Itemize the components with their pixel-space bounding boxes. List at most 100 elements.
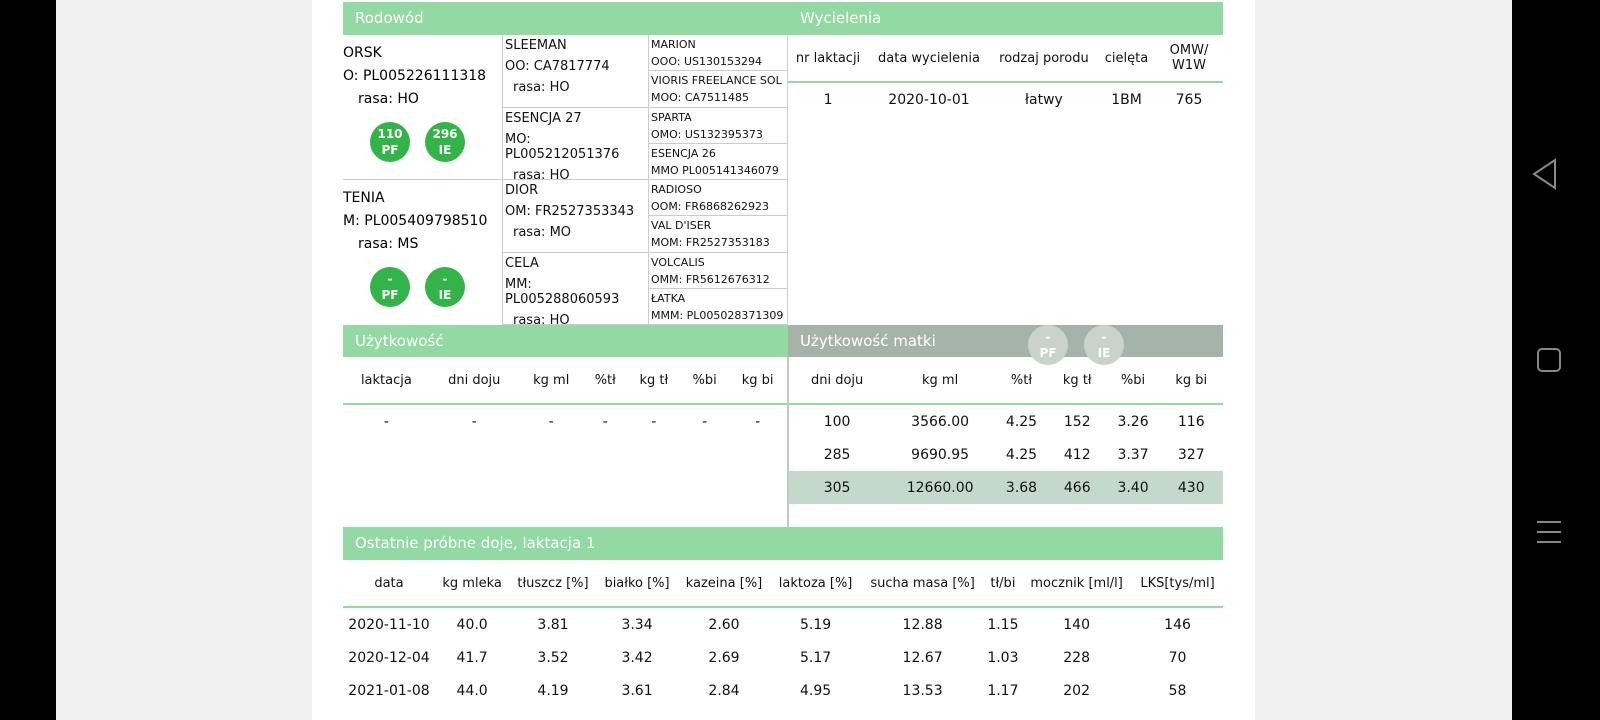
animal-id: MO: PL005212051376: [505, 131, 620, 162]
animal-id: OM: FR2527353343: [505, 204, 635, 219]
great-grandparent: MARION OOO: US130153294: [648, 35, 788, 72]
table-cell: -: [602, 413, 608, 430]
table-cell: 3.26: [1117, 413, 1149, 430]
table-cell: 3.42: [621, 649, 653, 666]
animal-id: OOM: FR6868262923: [651, 200, 769, 213]
great-grandparent: SPARTA OMO: US132395373: [648, 107, 788, 144]
column-header: tłuszcz [%]: [509, 560, 597, 608]
table-cell: 2.60: [708, 616, 740, 633]
badge-label: PF: [381, 288, 399, 302]
column-header: %bi: [680, 357, 729, 405]
animal-name: VIORIS FREELANCE SOL: [651, 74, 782, 88]
table-cell: 1.03: [987, 649, 1019, 666]
table-cell: 1BM: [1111, 91, 1142, 108]
animal-id: MMO PL005141346079: [651, 163, 779, 177]
table-cell: 9690.95: [911, 446, 970, 463]
spacer: [343, 707, 435, 713]
table-cell: łatwy: [1025, 91, 1063, 108]
table-cell: 1.17: [987, 682, 1019, 699]
animal-id: MOM: FR2527353183: [651, 236, 770, 250]
table-cell: 4.25: [1005, 446, 1038, 463]
column-header: laktoza [%]: [770, 560, 861, 608]
table-cell: 58: [1168, 682, 1187, 699]
animal-name: RADIOSO: [651, 183, 702, 196]
nav-bar: [1512, 0, 1600, 720]
animal-id: M: PL005409798510: [343, 213, 488, 229]
table-cell: 305: [789, 471, 886, 504]
great-grandparent: ŁATKA MMM: PL005028371309: [648, 288, 788, 325]
animal-breed: rasa: HO: [513, 312, 570, 328]
animal-id: OO: CA7817774: [505, 59, 610, 74]
animal-name: CELA: [505, 255, 539, 271]
badge-value: -: [1045, 330, 1051, 344]
table-row: 1 2020-10-01 łatwy 1BM 765: [788, 82, 1223, 116]
animal-id: OMO: US132395373: [651, 127, 763, 141]
table-cell: 285: [823, 446, 851, 463]
home-button[interactable]: [1537, 348, 1561, 372]
column-header: kg bi: [1159, 357, 1223, 405]
animal-name: VAL D'ISER: [651, 219, 712, 233]
table-cell: 12660.00: [885, 471, 996, 504]
header-row: data kg mleka tłuszcz [%] białko [%] kazeina…: [343, 560, 1223, 608]
column-header: %tł: [995, 357, 1048, 405]
table-cell: 3.61: [621, 682, 653, 699]
table-cell: 12.67: [902, 649, 943, 666]
column-header: laktacja: [343, 357, 430, 405]
table-cell: 3.52: [537, 649, 569, 666]
table-cell: -: [755, 413, 761, 430]
animal-name: ESENCJA 26: [651, 146, 716, 160]
divider: [787, 357, 789, 527]
badge-label: PF: [381, 143, 399, 157]
badge-label: IE: [1097, 346, 1111, 360]
column-header: rodzaj porodu: [989, 35, 1098, 83]
column-header: OMW/ W1W: [1155, 35, 1223, 83]
back-button[interactable]: [1532, 158, 1556, 190]
parent: TENIA M: PL005409798510 rasa: MS - PF - IE: [343, 180, 502, 325]
table-cell: -: [383, 413, 389, 430]
column-header: data: [343, 560, 435, 608]
column-header: kg ml: [885, 357, 996, 405]
table-cell: 2021-01-08: [348, 682, 430, 699]
spacer-row: [343, 438, 787, 444]
table-cell: 5.19: [800, 616, 832, 633]
table-cell: 4.95: [800, 682, 832, 699]
badge-label: IE: [438, 143, 452, 157]
parent: ORSK O: PL005226111318 rasa: HO 110 PF 296 IE: [343, 35, 502, 180]
calvings-table: nr laktacji data wycielenia rodzaj porodu c…: [788, 35, 1223, 122]
table-cell: 228: [1063, 649, 1090, 666]
column-header: kg mleka: [434, 560, 510, 608]
animal-breed: rasa: HO: [358, 91, 419, 107]
animal-id: OOO: US130153294: [651, 55, 763, 68]
animal-breed: rasa: MS: [358, 236, 419, 252]
column-header: tł/bi: [984, 560, 1022, 608]
column-header: data wycielenia: [868, 35, 990, 83]
column-header: LKS[tys/ml]: [1132, 560, 1223, 608]
dam-performance-table: dni doju kg ml %tł kg tł %bi kg bi 100 3566.00 4…: [789, 357, 1223, 510]
table-row: 305 12660.00 3.68 466 3.40 430: [789, 471, 1223, 504]
column-header: %tł: [583, 357, 627, 405]
great-grandparent: ESENCJA 26 MMO PL005141346079: [648, 143, 788, 180]
table-cell: 2.84: [708, 682, 740, 699]
menu-button[interactable]: [1537, 521, 1561, 543]
column-header: sucha masa [%]: [860, 560, 985, 608]
animal-id: MOO: CA7511485: [651, 91, 750, 105]
great-grandparent: VIORIS FREELANCE SOL MOO: CA7511485: [648, 71, 788, 108]
animal-name: ORSK: [343, 45, 382, 61]
table-cell: 12.88: [902, 616, 943, 633]
table-cell: -: [471, 413, 477, 430]
spacer: [789, 504, 885, 510]
animal-name: TENIA: [343, 190, 385, 206]
animal-id: O: PL005226111318: [343, 68, 487, 84]
table-cell: 13.53: [902, 682, 943, 699]
section-header: Użytkowość matki - PF - IE: [788, 325, 1223, 365]
header-row: laktacja dni doju kg ml %tł kg tł %bi kg bi: [343, 357, 787, 405]
animal-breed: rasa: HO: [513, 167, 570, 183]
table-row: 285 9690.95 4.25 412 3.37 327: [789, 438, 1223, 471]
grandparent: ESENCJA 27 MO: PL005212051376 rasa: HO: [502, 107, 648, 183]
performance-table: laktacja dni doju kg ml %tł kg tł %bi kg bi - - -…: [343, 357, 787, 444]
badge-value: 110: [377, 127, 403, 141]
table-cell: 3.34: [621, 616, 653, 633]
column-header: kg tł: [1047, 357, 1107, 405]
table-cell: 140: [1063, 616, 1090, 633]
grandparent: DIOR OM: FR2527353343 rasa: MO: [502, 180, 648, 253]
